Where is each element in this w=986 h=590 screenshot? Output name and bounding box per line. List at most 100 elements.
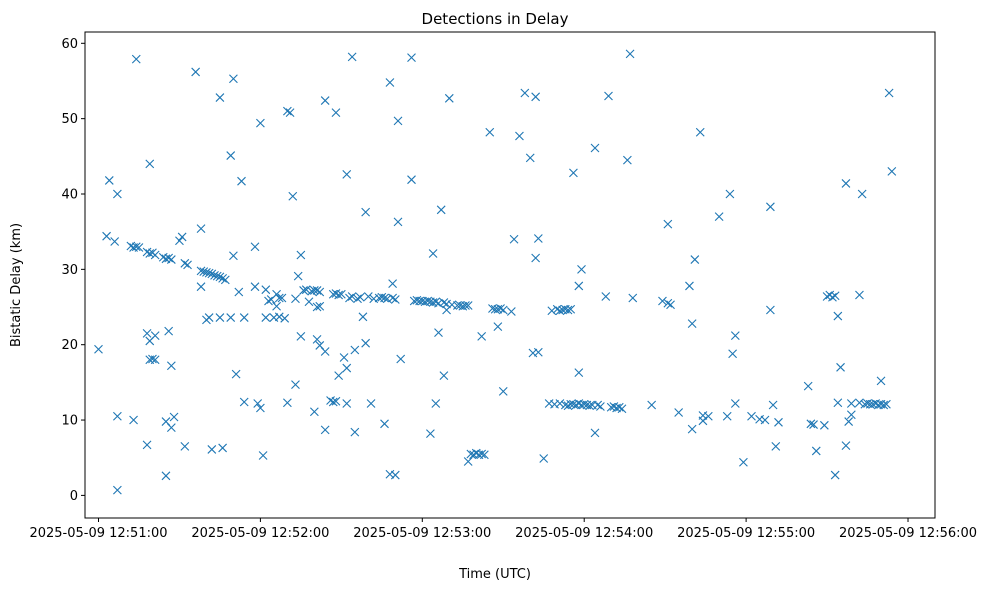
data-point bbox=[204, 268, 214, 278]
data-point bbox=[320, 347, 330, 356]
data-point bbox=[366, 399, 376, 408]
data-point bbox=[315, 287, 325, 297]
data-point bbox=[393, 116, 403, 126]
data-point bbox=[353, 294, 362, 304]
data-point bbox=[218, 443, 228, 453]
data-point bbox=[566, 304, 576, 314]
data-point bbox=[347, 52, 357, 62]
data-point bbox=[493, 322, 503, 332]
data-point bbox=[663, 219, 673, 229]
data-point bbox=[215, 272, 225, 282]
data-point bbox=[803, 381, 813, 391]
data-point bbox=[296, 250, 306, 260]
data-point bbox=[604, 91, 613, 101]
data-point bbox=[253, 399, 263, 408]
data-point bbox=[703, 411, 713, 421]
data-point bbox=[204, 313, 214, 322]
data-point bbox=[183, 260, 192, 270]
data-point bbox=[312, 286, 322, 295]
data-point bbox=[485, 127, 495, 137]
data-point bbox=[841, 179, 851, 188]
data-point bbox=[496, 304, 505, 313]
data-point bbox=[148, 354, 157, 364]
data-point bbox=[320, 96, 330, 105]
data-point bbox=[506, 307, 516, 316]
data-point bbox=[196, 224, 206, 234]
data-point bbox=[161, 471, 171, 481]
data-point bbox=[277, 293, 287, 303]
data-point bbox=[361, 338, 371, 348]
data-point bbox=[328, 397, 338, 407]
data-point bbox=[766, 202, 775, 212]
data-point bbox=[282, 106, 292, 116]
data-point bbox=[363, 292, 373, 301]
data-point bbox=[226, 313, 236, 322]
data-point bbox=[563, 401, 573, 411]
data-point bbox=[515, 131, 524, 141]
data-point bbox=[282, 398, 292, 408]
data-point bbox=[884, 88, 894, 98]
data-point bbox=[291, 294, 300, 304]
data-point bbox=[593, 400, 603, 410]
data-point bbox=[439, 371, 449, 380]
data-point bbox=[164, 326, 174, 336]
data-point bbox=[312, 335, 322, 344]
data-point bbox=[525, 153, 535, 163]
data-point bbox=[625, 49, 635, 59]
data-point bbox=[274, 312, 284, 322]
data-point bbox=[169, 412, 179, 422]
data-point bbox=[685, 281, 694, 291]
x-tick-label: 2025-05-09 12:56:00 bbox=[839, 526, 977, 541]
data-point bbox=[112, 189, 122, 199]
data-point bbox=[145, 159, 155, 169]
data-point bbox=[112, 411, 122, 421]
data-point bbox=[180, 442, 190, 451]
data-point bbox=[520, 88, 530, 98]
data-point bbox=[477, 332, 487, 341]
data-point bbox=[444, 93, 454, 103]
data-point bbox=[237, 176, 246, 186]
data-point bbox=[601, 292, 611, 301]
data-point bbox=[596, 402, 605, 411]
data-point bbox=[166, 361, 176, 371]
data-point bbox=[164, 253, 174, 263]
data-point bbox=[355, 292, 365, 302]
data-point bbox=[229, 74, 238, 84]
data-point bbox=[423, 296, 433, 306]
data-point bbox=[320, 425, 330, 435]
data-point bbox=[828, 292, 837, 302]
data-point bbox=[436, 205, 446, 215]
data-point bbox=[112, 485, 122, 495]
data-point bbox=[229, 251, 238, 261]
data-point bbox=[293, 271, 303, 281]
data-point bbox=[180, 258, 190, 268]
data-point bbox=[304, 297, 314, 307]
data-point bbox=[574, 281, 584, 291]
data-point bbox=[563, 305, 573, 315]
data-point bbox=[261, 313, 271, 322]
data-point bbox=[342, 399, 352, 408]
data-point bbox=[569, 168, 578, 178]
data-point bbox=[396, 354, 406, 364]
data-point bbox=[730, 399, 740, 408]
data-point bbox=[231, 369, 241, 379]
y-axis: 0 10 20 30 40 50 60 bbox=[61, 37, 85, 504]
data-point bbox=[390, 470, 400, 480]
data-point bbox=[647, 400, 657, 410]
data-point bbox=[110, 237, 120, 246]
data-point bbox=[760, 415, 770, 425]
data-point bbox=[806, 419, 816, 429]
data-point bbox=[390, 295, 400, 304]
data-point bbox=[628, 293, 638, 303]
data-point bbox=[142, 329, 152, 338]
x-tick-label: 2025-05-09 12:51:00 bbox=[29, 526, 167, 541]
data-point bbox=[342, 363, 352, 373]
data-point bbox=[846, 399, 856, 408]
data-point bbox=[377, 292, 387, 302]
data-point bbox=[533, 234, 543, 243]
data-point bbox=[226, 151, 236, 160]
data-point bbox=[879, 400, 889, 410]
data-point bbox=[739, 457, 748, 467]
data-points bbox=[94, 49, 897, 495]
